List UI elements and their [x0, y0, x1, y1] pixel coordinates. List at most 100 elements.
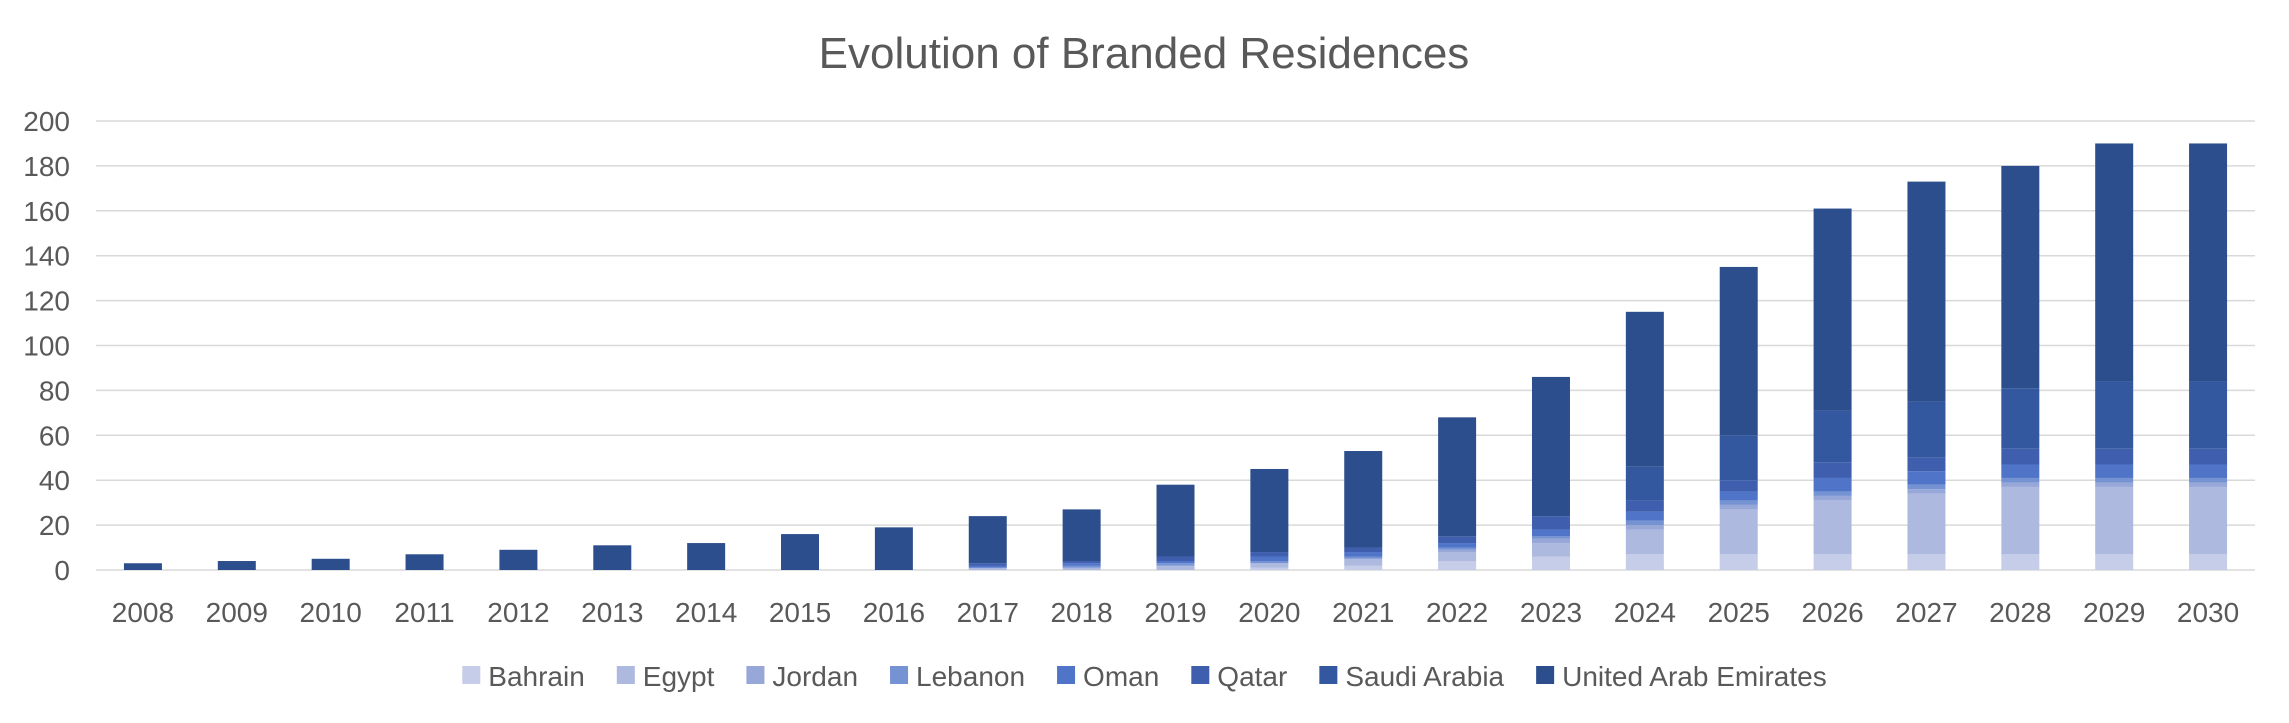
x-tick-label: 2019 — [1144, 597, 1206, 628]
y-tick-label: 160 — [23, 196, 70, 227]
bar-segment — [2001, 165, 2040, 389]
bar-segment — [1907, 401, 1946, 458]
legend-label: Egypt — [643, 661, 715, 692]
legend-item: United Arab Emirates — [1536, 661, 1827, 692]
legend-swatch — [1191, 666, 1210, 684]
x-tick-label: 2028 — [1989, 597, 2051, 628]
legend-swatch — [462, 666, 481, 684]
y-tick-label: 120 — [23, 286, 70, 317]
bar-segment — [1813, 208, 1852, 411]
bar-segment — [1156, 563, 1195, 566]
legend-label: United Arab Emirates — [1562, 661, 1827, 692]
bar-segment — [1907, 554, 1946, 570]
bar-segment — [1907, 181, 1946, 402]
bar-segment — [217, 561, 256, 570]
x-tick-label: 2014 — [675, 597, 737, 628]
bar-segment — [2189, 381, 2228, 449]
gridlines — [96, 120, 2255, 571]
y-tick-label: 80 — [39, 375, 70, 406]
y-tick-label: 100 — [23, 331, 70, 362]
bar-segment — [968, 563, 1007, 566]
x-tick-label: 2023 — [1520, 597, 1582, 628]
x-tick-label: 2027 — [1895, 597, 1957, 628]
x-tick-label: 2021 — [1332, 597, 1394, 628]
bar-segment — [1156, 556, 1195, 562]
bar-segment — [1438, 561, 1477, 570]
x-tick-label: 2025 — [1708, 597, 1770, 628]
bar-segment — [1719, 554, 1758, 570]
bar-segment — [405, 554, 444, 570]
bar-segment — [1062, 567, 1101, 570]
legend-label: Qatar — [1217, 661, 1287, 692]
legend: Bahrain Egypt Jordan Lebanon Oman Qatar Saudi … — [462, 661, 1827, 692]
bar-segment — [1813, 477, 1852, 492]
legend-item: Lebanon — [890, 661, 1025, 692]
bar-segment — [1250, 468, 1289, 553]
bar-segment — [968, 516, 1007, 564]
bar-segment — [2001, 482, 2040, 487]
bar-segment — [1719, 491, 1758, 501]
bar-segment — [1344, 451, 1383, 548]
bar-segment — [499, 549, 538, 570]
legend-swatch — [616, 666, 635, 684]
x-tick-label: 2018 — [1050, 597, 1112, 628]
bar-segment — [2189, 554, 2228, 570]
bar-segment — [2095, 143, 2134, 382]
bar-segment — [1438, 549, 1477, 553]
y-tick-label: 180 — [23, 151, 70, 182]
legend-swatch — [890, 666, 909, 684]
legend-label: Jordan — [772, 661, 858, 692]
bar-segment — [1344, 565, 1383, 570]
legend-item: Bahrain — [462, 661, 585, 692]
bar-segment — [2001, 464, 2040, 478]
legend-label: Bahrain — [488, 661, 585, 692]
bar-segment — [1344, 547, 1383, 553]
bar-segment — [2001, 388, 2040, 449]
bar-segment — [2095, 477, 2134, 483]
legend-swatch — [1057, 666, 1076, 684]
x-tick-label: 2024 — [1614, 597, 1676, 628]
bar-segment — [1438, 536, 1477, 544]
bar-segment — [1813, 500, 1852, 555]
bars — [123, 143, 2228, 570]
bar-segment — [1344, 556, 1383, 559]
bar-segment — [874, 527, 913, 570]
bar-segment — [1907, 457, 1946, 472]
legend-swatch — [1319, 666, 1338, 684]
bar-segment — [1250, 563, 1289, 568]
bar-segment — [1531, 516, 1570, 530]
bar-segment — [1907, 471, 1946, 485]
y-tick-label: 40 — [39, 465, 70, 496]
bar-segment — [593, 545, 632, 570]
bar-segment — [1625, 529, 1664, 555]
bar-segment — [2189, 477, 2228, 483]
bar-segment — [1719, 435, 1758, 481]
bar-segment — [1062, 565, 1101, 568]
bar-segment — [687, 543, 726, 570]
bar-segment — [1625, 511, 1664, 521]
bar-segment — [2001, 477, 2040, 483]
bar-segment — [1719, 480, 1758, 492]
bar-segment — [1719, 266, 1758, 436]
legend-swatch — [746, 666, 765, 684]
y-tick-label: 60 — [39, 420, 70, 451]
x-axis-ticks: 2008 2009 2010 2011 2012 2013 2014 2015 2016 2017… — [112, 597, 2239, 628]
bar-segment — [781, 534, 820, 570]
y-tick-label: 140 — [23, 241, 70, 272]
y-tick-label: 20 — [39, 510, 70, 541]
x-tick-label: 2016 — [863, 597, 925, 628]
bar-segment — [1625, 554, 1664, 570]
bar-segment — [1531, 538, 1570, 544]
bar-segment — [1062, 561, 1101, 564]
bar-segment — [123, 563, 162, 570]
x-tick-label: 2029 — [2083, 597, 2145, 628]
bar-segment — [1907, 484, 1946, 490]
x-tick-label: 2020 — [1238, 597, 1300, 628]
x-tick-label: 2030 — [2177, 597, 2239, 628]
bar-segment — [1156, 565, 1195, 570]
bar-segment — [1625, 500, 1664, 512]
bar-segment — [968, 565, 1007, 568]
bar-segment — [1438, 543, 1477, 548]
x-tick-label: 2013 — [581, 597, 643, 628]
bar-segment — [1438, 547, 1477, 550]
